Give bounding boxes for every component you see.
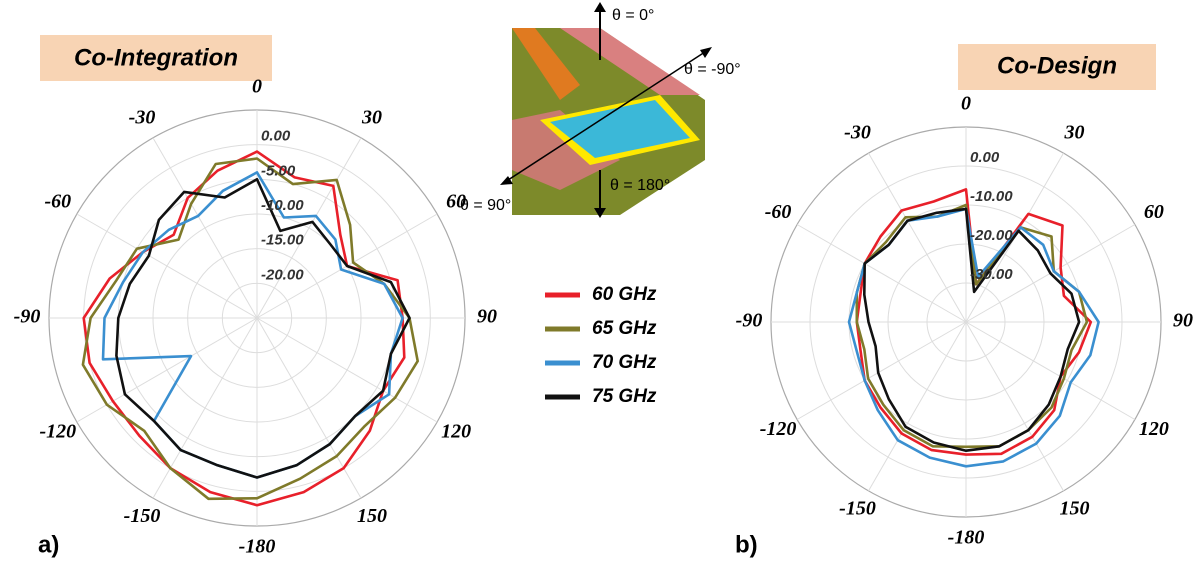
r-tick-label: 0.00 xyxy=(261,128,291,145)
title-box xyxy=(958,44,1156,90)
theta-tick-label: -120 xyxy=(39,421,76,443)
inset-diagram xyxy=(500,2,712,218)
grid-spoke xyxy=(152,317,258,499)
legend-label: 75 GHz xyxy=(592,386,657,407)
r-tick-label: -30.00 xyxy=(970,266,1013,283)
series-line xyxy=(115,178,411,479)
chart-title: Co-Design xyxy=(997,52,1117,79)
r-tick-label: -5.00 xyxy=(261,162,296,179)
grid-spoke xyxy=(796,224,967,323)
series-line xyxy=(82,150,406,507)
series-line xyxy=(855,203,1089,449)
theta-tick-label: -90 xyxy=(14,306,41,328)
theta-tick-label: -150 xyxy=(839,498,876,520)
series-line xyxy=(101,171,404,479)
grid-spoke xyxy=(256,317,362,499)
theta-tick-label: 60 xyxy=(446,191,466,213)
inset-label: θ = 180° xyxy=(610,177,670,194)
grid-spoke xyxy=(76,213,258,319)
theta-tick-label: 150 xyxy=(357,505,387,527)
panel-label: a) xyxy=(38,531,59,558)
grid-spoke xyxy=(965,321,1064,492)
r-tick-label: -10.00 xyxy=(970,188,1013,205)
theta-tick-label: 0 xyxy=(961,93,971,115)
grid-spoke xyxy=(965,321,1136,420)
theta-tick-label: 90 xyxy=(1173,310,1193,332)
inset-label: θ = -90° xyxy=(684,61,741,78)
theta-tick-label: 30 xyxy=(361,106,382,128)
chart-title: Co-Integration xyxy=(74,44,238,71)
title-box xyxy=(40,35,272,81)
theta-tick-label: 150 xyxy=(1060,498,1090,520)
inset-label: θ = 0° xyxy=(612,7,654,24)
theta-tick-label: -180 xyxy=(239,536,276,558)
r-tick-label: -10.00 xyxy=(261,197,304,214)
theta-tick-label: -150 xyxy=(124,505,161,527)
theta-tick-label: 30 xyxy=(1064,122,1085,144)
series-line xyxy=(863,207,1081,452)
grid-spoke xyxy=(256,137,362,319)
theta-tick-label: 90 xyxy=(477,306,497,328)
theta-tick-label: 0 xyxy=(252,76,262,98)
theta-tick-label: 120 xyxy=(1139,418,1169,440)
r-tick-label: -20.00 xyxy=(970,227,1013,244)
r-tick-label: -15.00 xyxy=(261,232,304,249)
theta-tick-label: -180 xyxy=(948,527,985,549)
theta-tick-label: -120 xyxy=(760,418,797,440)
theta-tick-label: 120 xyxy=(441,421,471,443)
theta-tick-label: -30 xyxy=(844,122,871,144)
theta-tick-label: 60 xyxy=(1144,201,1164,223)
panel-label: b) xyxy=(735,531,758,558)
theta-tick-label: -60 xyxy=(765,201,792,223)
r-tick-label: 0.00 xyxy=(970,149,1000,166)
grid-spoke xyxy=(152,137,258,319)
legend-label: 65 GHz xyxy=(592,318,657,339)
theta-tick-label: -60 xyxy=(44,191,71,213)
grid-spoke xyxy=(256,317,438,423)
theta-tick-label: -30 xyxy=(129,106,156,128)
grid-spoke xyxy=(868,152,967,323)
r-tick-label: -20.00 xyxy=(261,266,304,283)
legend-label: 60 GHz xyxy=(592,284,657,305)
grid-spoke xyxy=(796,321,967,420)
legend-label: 70 GHz xyxy=(592,352,657,373)
theta-tick-label: -90 xyxy=(736,310,763,332)
inset-label: θ = 90° xyxy=(460,197,511,214)
grid-spoke xyxy=(868,321,967,492)
series-line xyxy=(81,157,419,501)
